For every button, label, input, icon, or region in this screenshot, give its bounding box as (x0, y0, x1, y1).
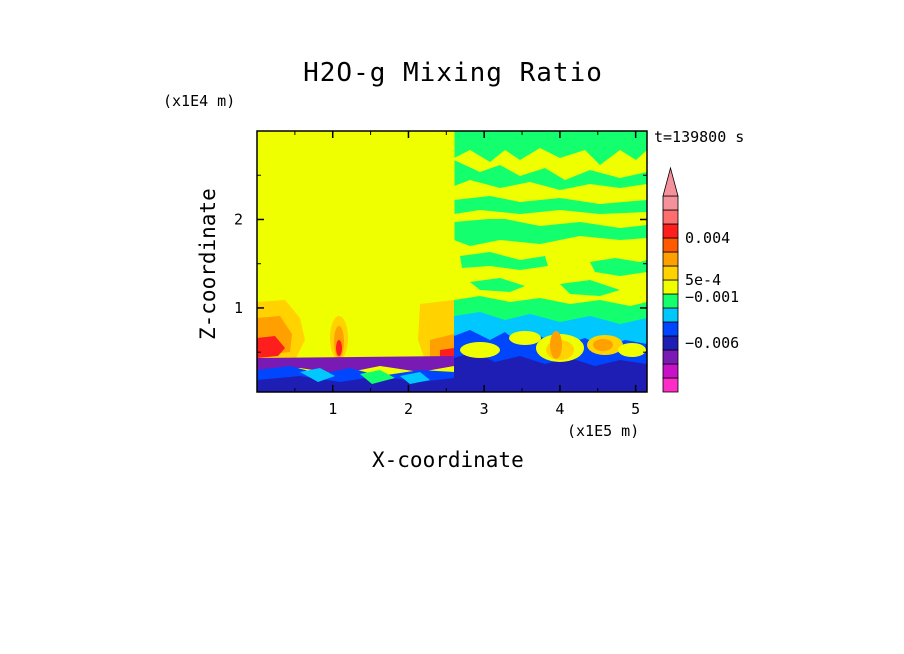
time-label: t=139800 s (654, 128, 745, 146)
colorbar-swatch-0 (662, 377, 679, 393)
colorbar-swatch-3 (662, 335, 679, 351)
colorbar: 0.004 5e-4−0.001 −0.006 (662, 166, 739, 393)
colorbar-label-1: 5e-4 (685, 271, 721, 289)
chart-title: H2O-g Mixing Ratio (303, 58, 603, 88)
heatmap-field (257, 131, 647, 392)
colorbar-swatch-4 (662, 321, 679, 337)
colorbar-extend-arrow (662, 166, 679, 197)
surface-layer (257, 366, 647, 392)
left-dry-band (257, 356, 454, 374)
y-tick-label-2: 2 (234, 210, 243, 228)
x-tick-label-1: 1 (328, 400, 337, 418)
lower-left-moist-layer (257, 300, 454, 360)
colorbar-swatch-6 (662, 293, 679, 309)
colorbar-swatch-10 (662, 237, 679, 253)
axis-ticks: 1 2 3 4 5 1 2 (234, 131, 647, 418)
colorbar-swatch-5 (662, 307, 679, 323)
x-axis-label: X-coordinate (372, 448, 524, 472)
colorbar-swatch-9 (662, 251, 679, 267)
y-tick-label-1: 1 (234, 299, 243, 317)
x-tick-label-4: 4 (555, 400, 564, 418)
x-tick-label-2: 2 (404, 400, 413, 418)
colorbar-swatch-11 (662, 223, 679, 239)
upper-right-green-bands (454, 131, 647, 296)
x-tick-label-5: 5 (631, 400, 640, 418)
x-tick-label-3: 3 (480, 400, 489, 418)
lower-right-mixed-layer (454, 296, 647, 392)
colorbar-swatch-8 (662, 265, 679, 281)
colorbar-swatch-13 (662, 195, 679, 211)
colorbar-label-3: −0.006 (685, 334, 739, 352)
colorbar-swatch-1 (662, 363, 679, 379)
colorbar-swatch-12 (662, 209, 679, 225)
colorbar-label-0: 0.004 (685, 229, 730, 247)
y-axis-unit: (x1E4 m) (163, 92, 236, 110)
colorbar-swatch-7 (662, 279, 679, 295)
colorbar-swatch-2 (662, 349, 679, 365)
plot-frame (256, 130, 648, 393)
colorbar-label-2: −0.001 (685, 288, 739, 306)
x-axis-unit: (x1E5 m) (567, 422, 640, 440)
